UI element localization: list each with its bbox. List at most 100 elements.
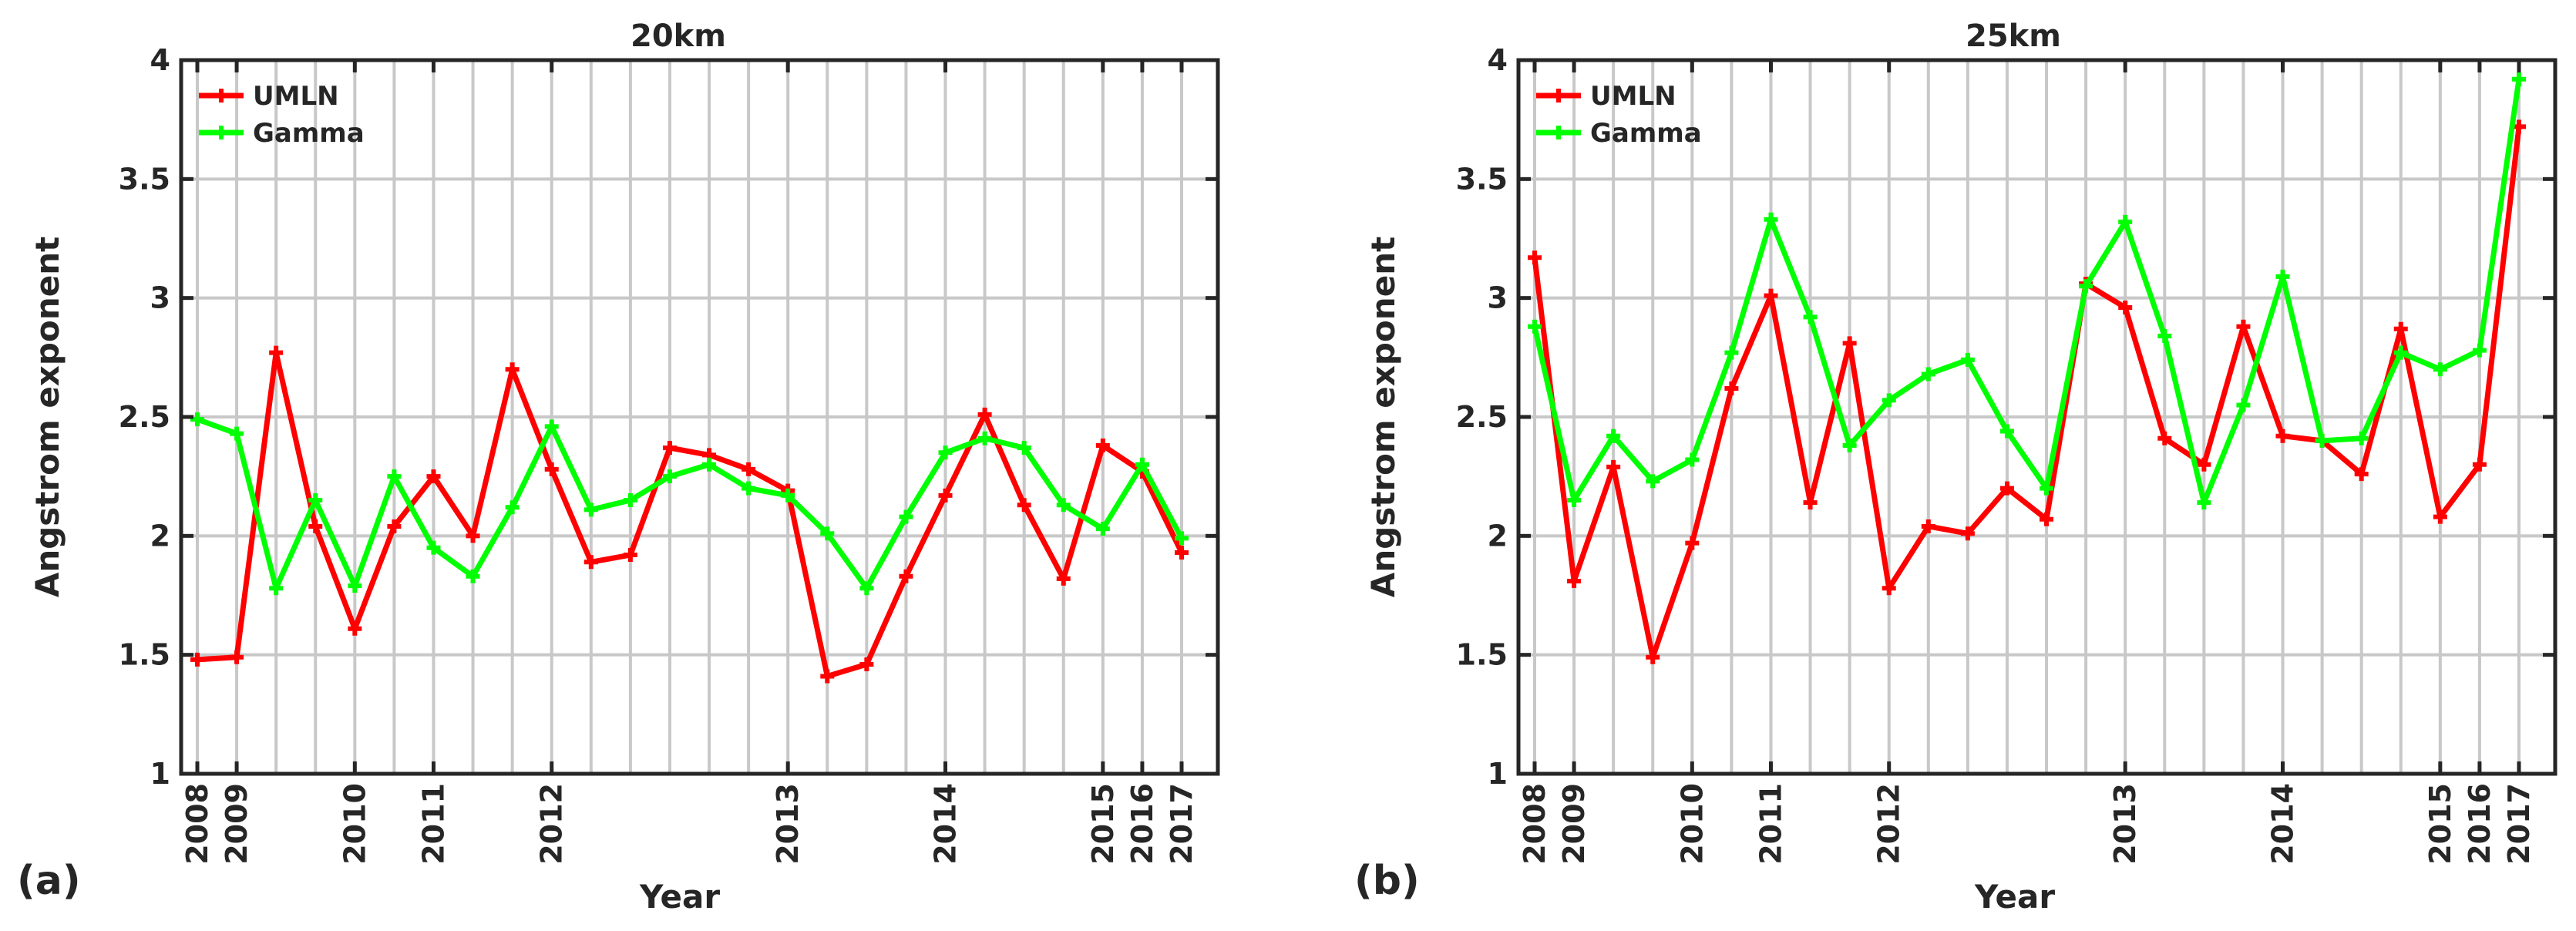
x-tick-label: 2012 <box>535 783 569 865</box>
legend-label-gamma: Gamma <box>1590 118 1702 149</box>
data-point-umln <box>820 669 835 684</box>
data-point-gamma <box>2354 431 2369 445</box>
data-point-gamma <box>1017 441 1031 455</box>
data-point-umln <box>2197 457 2211 472</box>
y-tick-label: 4 <box>150 43 170 77</box>
y-tick-label: 1.5 <box>1456 638 1508 672</box>
data-point-umln <box>2433 509 2447 524</box>
data-point-umln <box>1095 439 1110 453</box>
y-axis-label: Angstrom exponent <box>1364 237 1402 597</box>
legend-marker-umln <box>1552 89 1565 103</box>
x-tick-label: 2013 <box>2108 783 2142 865</box>
y-axis-label: Angstrom exponent <box>29 237 66 597</box>
data-point-umln <box>387 519 402 533</box>
data-point-gamma <box>1724 345 1739 360</box>
data-point-gamma <box>1921 367 1935 381</box>
data-point-umln <box>662 441 677 455</box>
data-point-gamma <box>2433 362 2447 377</box>
data-point-gamma <box>820 526 835 541</box>
data-point-gamma <box>1803 310 1818 324</box>
x-tick-label: 2008 <box>1518 783 1552 865</box>
data-point-umln <box>2472 457 2487 472</box>
x-tick-label: 2008 <box>180 783 214 865</box>
data-point-umln <box>190 652 204 667</box>
data-point-gamma <box>2472 343 2487 358</box>
legend-label-umln: UMLN <box>253 81 339 112</box>
data-point-gamma <box>1764 212 1778 227</box>
x-tick-label: 2011 <box>416 783 450 865</box>
data-point-gamma <box>1056 498 1071 513</box>
chart-panel-1: 1 1.5 2 2.5 3 3.5 4 2008 2009 2010 2011 2012 2013 201… <box>17 18 1220 916</box>
data-point-gamma <box>1135 457 1149 472</box>
data-point-umln <box>544 462 559 476</box>
x-tick-label: 2010 <box>338 783 372 865</box>
data-point-gamma <box>308 493 323 508</box>
y-tick-label: 1 <box>1488 757 1508 791</box>
x-tick-label: 2016 <box>1125 783 1159 865</box>
data-point-gamma <box>899 509 913 524</box>
data-point-umln <box>2236 319 2251 334</box>
data-point-gamma <box>1882 393 1896 408</box>
chart-panel-2: 1 1.5 2 2.5 3 3.5 4 2008 2009 2010 2011 2012 2013 201… <box>1354 18 2558 916</box>
data-point-umln <box>583 555 598 570</box>
data-point-gamma <box>2512 72 2526 86</box>
data-point-gamma <box>466 569 480 583</box>
data-point-gamma <box>348 579 362 593</box>
data-point-umln <box>2354 467 2369 482</box>
data-point-gamma <box>1999 424 2014 439</box>
data-point-gamma <box>426 540 441 555</box>
data-point-gamma <box>859 581 874 596</box>
series-line-gamma <box>196 416 1185 591</box>
legend-label-umln: UMLN <box>1590 81 1676 112</box>
data-point-gamma <box>742 481 756 496</box>
data-point-gamma <box>2079 279 2093 294</box>
data-point-gamma <box>544 419 559 434</box>
data-point-gamma <box>1960 352 1975 367</box>
data-point-umln <box>1017 498 1031 513</box>
x-tick-label: 2017 <box>2502 783 2536 865</box>
data-point-umln <box>2275 429 2290 443</box>
data-point-umln <box>1646 650 1660 664</box>
legend: UMLN Gamma <box>199 81 365 149</box>
data-point-umln <box>2118 301 2133 315</box>
data-point-gamma <box>938 445 953 460</box>
x-tick-label: 2009 <box>1557 783 1591 865</box>
data-point-umln <box>348 621 362 636</box>
legend-marker-umln <box>214 89 228 103</box>
data-point-umln <box>623 548 637 563</box>
data-point-umln <box>938 488 953 502</box>
data-point-umln <box>1685 536 1700 550</box>
data-point-umln <box>505 362 520 377</box>
x-tick-label: 2013 <box>771 783 805 865</box>
data-point-umln <box>1724 381 1739 395</box>
data-point-umln <box>1606 459 1621 474</box>
y-tick-label: 3 <box>150 281 170 315</box>
data-point-gamma <box>1567 493 1582 508</box>
series-line-umln <box>197 350 1185 679</box>
data-point-umln <box>1960 526 1975 541</box>
data-point-gamma <box>1528 319 1542 334</box>
x-tick-label: 2011 <box>1754 783 1787 865</box>
y-tick-label: 4 <box>1488 43 1508 77</box>
y-tick-label: 2 <box>1488 519 1508 553</box>
data-point-gamma <box>1095 522 1110 536</box>
data-point-gamma <box>977 431 992 445</box>
legend-marker-gamma <box>1552 126 1565 139</box>
data-point-gamma <box>1842 439 1857 453</box>
data-point-gamma <box>2315 433 2329 448</box>
x-tick-label: 2009 <box>220 783 254 865</box>
data-point-gamma <box>623 493 637 508</box>
x-tick-label: 2014 <box>2266 783 2300 865</box>
y-tick-label: 1.5 <box>119 638 170 672</box>
data-point-gamma <box>1685 452 1700 467</box>
data-point-umln <box>977 407 992 422</box>
data-point-gamma <box>2393 345 2408 360</box>
data-point-gamma <box>2040 481 2054 496</box>
y-tick-label: 2 <box>150 519 170 553</box>
data-point-gamma <box>1606 429 1621 443</box>
data-point-gamma <box>2157 329 2172 344</box>
y-tick-label: 3 <box>1488 281 1508 315</box>
data-point-gamma <box>387 469 402 484</box>
data-point-gamma <box>2197 496 2211 510</box>
data-point-umln <box>1764 288 1778 303</box>
